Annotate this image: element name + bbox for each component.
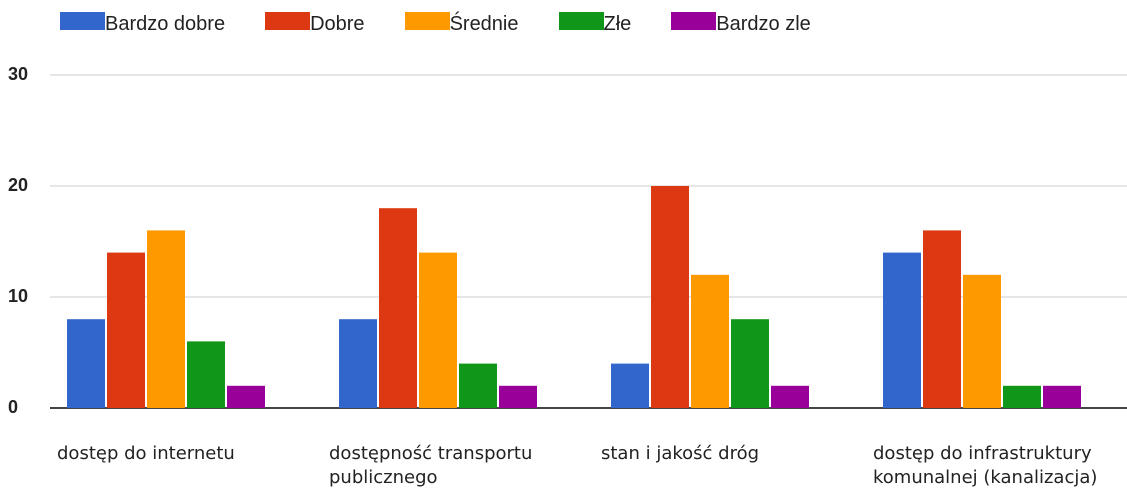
- bar: [691, 274, 729, 408]
- legend-item: Bardzo dobre: [60, 12, 225, 36]
- bar: [731, 319, 769, 408]
- legend-label: Bardzo zle: [716, 13, 811, 35]
- bar: [419, 252, 457, 408]
- bar: [459, 363, 497, 408]
- legend: Bardzo dobre Dobre Średnie Złe Bardzo zle: [60, 12, 811, 36]
- legend-swatch: [60, 12, 105, 30]
- bar: [923, 230, 961, 408]
- bar: [883, 252, 921, 408]
- legend-item: Średnie: [404, 12, 519, 36]
- x-tick-label: dostęp do internetu: [57, 443, 235, 464]
- bar: [379, 208, 417, 408]
- y-tick-label: 10: [8, 286, 28, 306]
- bar: [651, 186, 689, 408]
- bar: [1043, 385, 1081, 408]
- bar: [147, 230, 185, 408]
- x-tick-label: stan i jakość dróg: [601, 443, 760, 464]
- bar: [1003, 385, 1041, 408]
- y-tick-label: 30: [8, 64, 28, 84]
- bar: [771, 385, 809, 408]
- bar: [67, 319, 105, 408]
- legend-item: Bardzo zle: [671, 12, 811, 36]
- legend-swatch: [558, 12, 604, 30]
- legend-swatch: [265, 12, 311, 30]
- legend-swatch: [404, 12, 450, 30]
- bar: [107, 252, 145, 408]
- legend-label: Złe: [603, 13, 632, 35]
- legend-label: Dobre: [310, 13, 365, 35]
- bar: [963, 274, 1001, 408]
- bar: [227, 385, 265, 408]
- legend-label: Średnie: [449, 13, 519, 35]
- bar: [339, 319, 377, 408]
- x-tick-label: dostęp do infrastruktury komunalnej (kan…: [873, 443, 1098, 488]
- bar: [611, 363, 649, 408]
- bar: [187, 341, 225, 408]
- bar: [499, 385, 537, 408]
- legend-label: Bardzo dobre: [105, 13, 226, 35]
- legend-item: Dobre: [265, 12, 365, 36]
- y-tick-label: 20: [8, 175, 28, 195]
- legend-swatch: [671, 12, 717, 30]
- legend-item: Złe: [558, 12, 632, 36]
- x-tick-label: dostępność transportu publicznego: [329, 443, 533, 488]
- y-tick-label: 0: [8, 397, 18, 417]
